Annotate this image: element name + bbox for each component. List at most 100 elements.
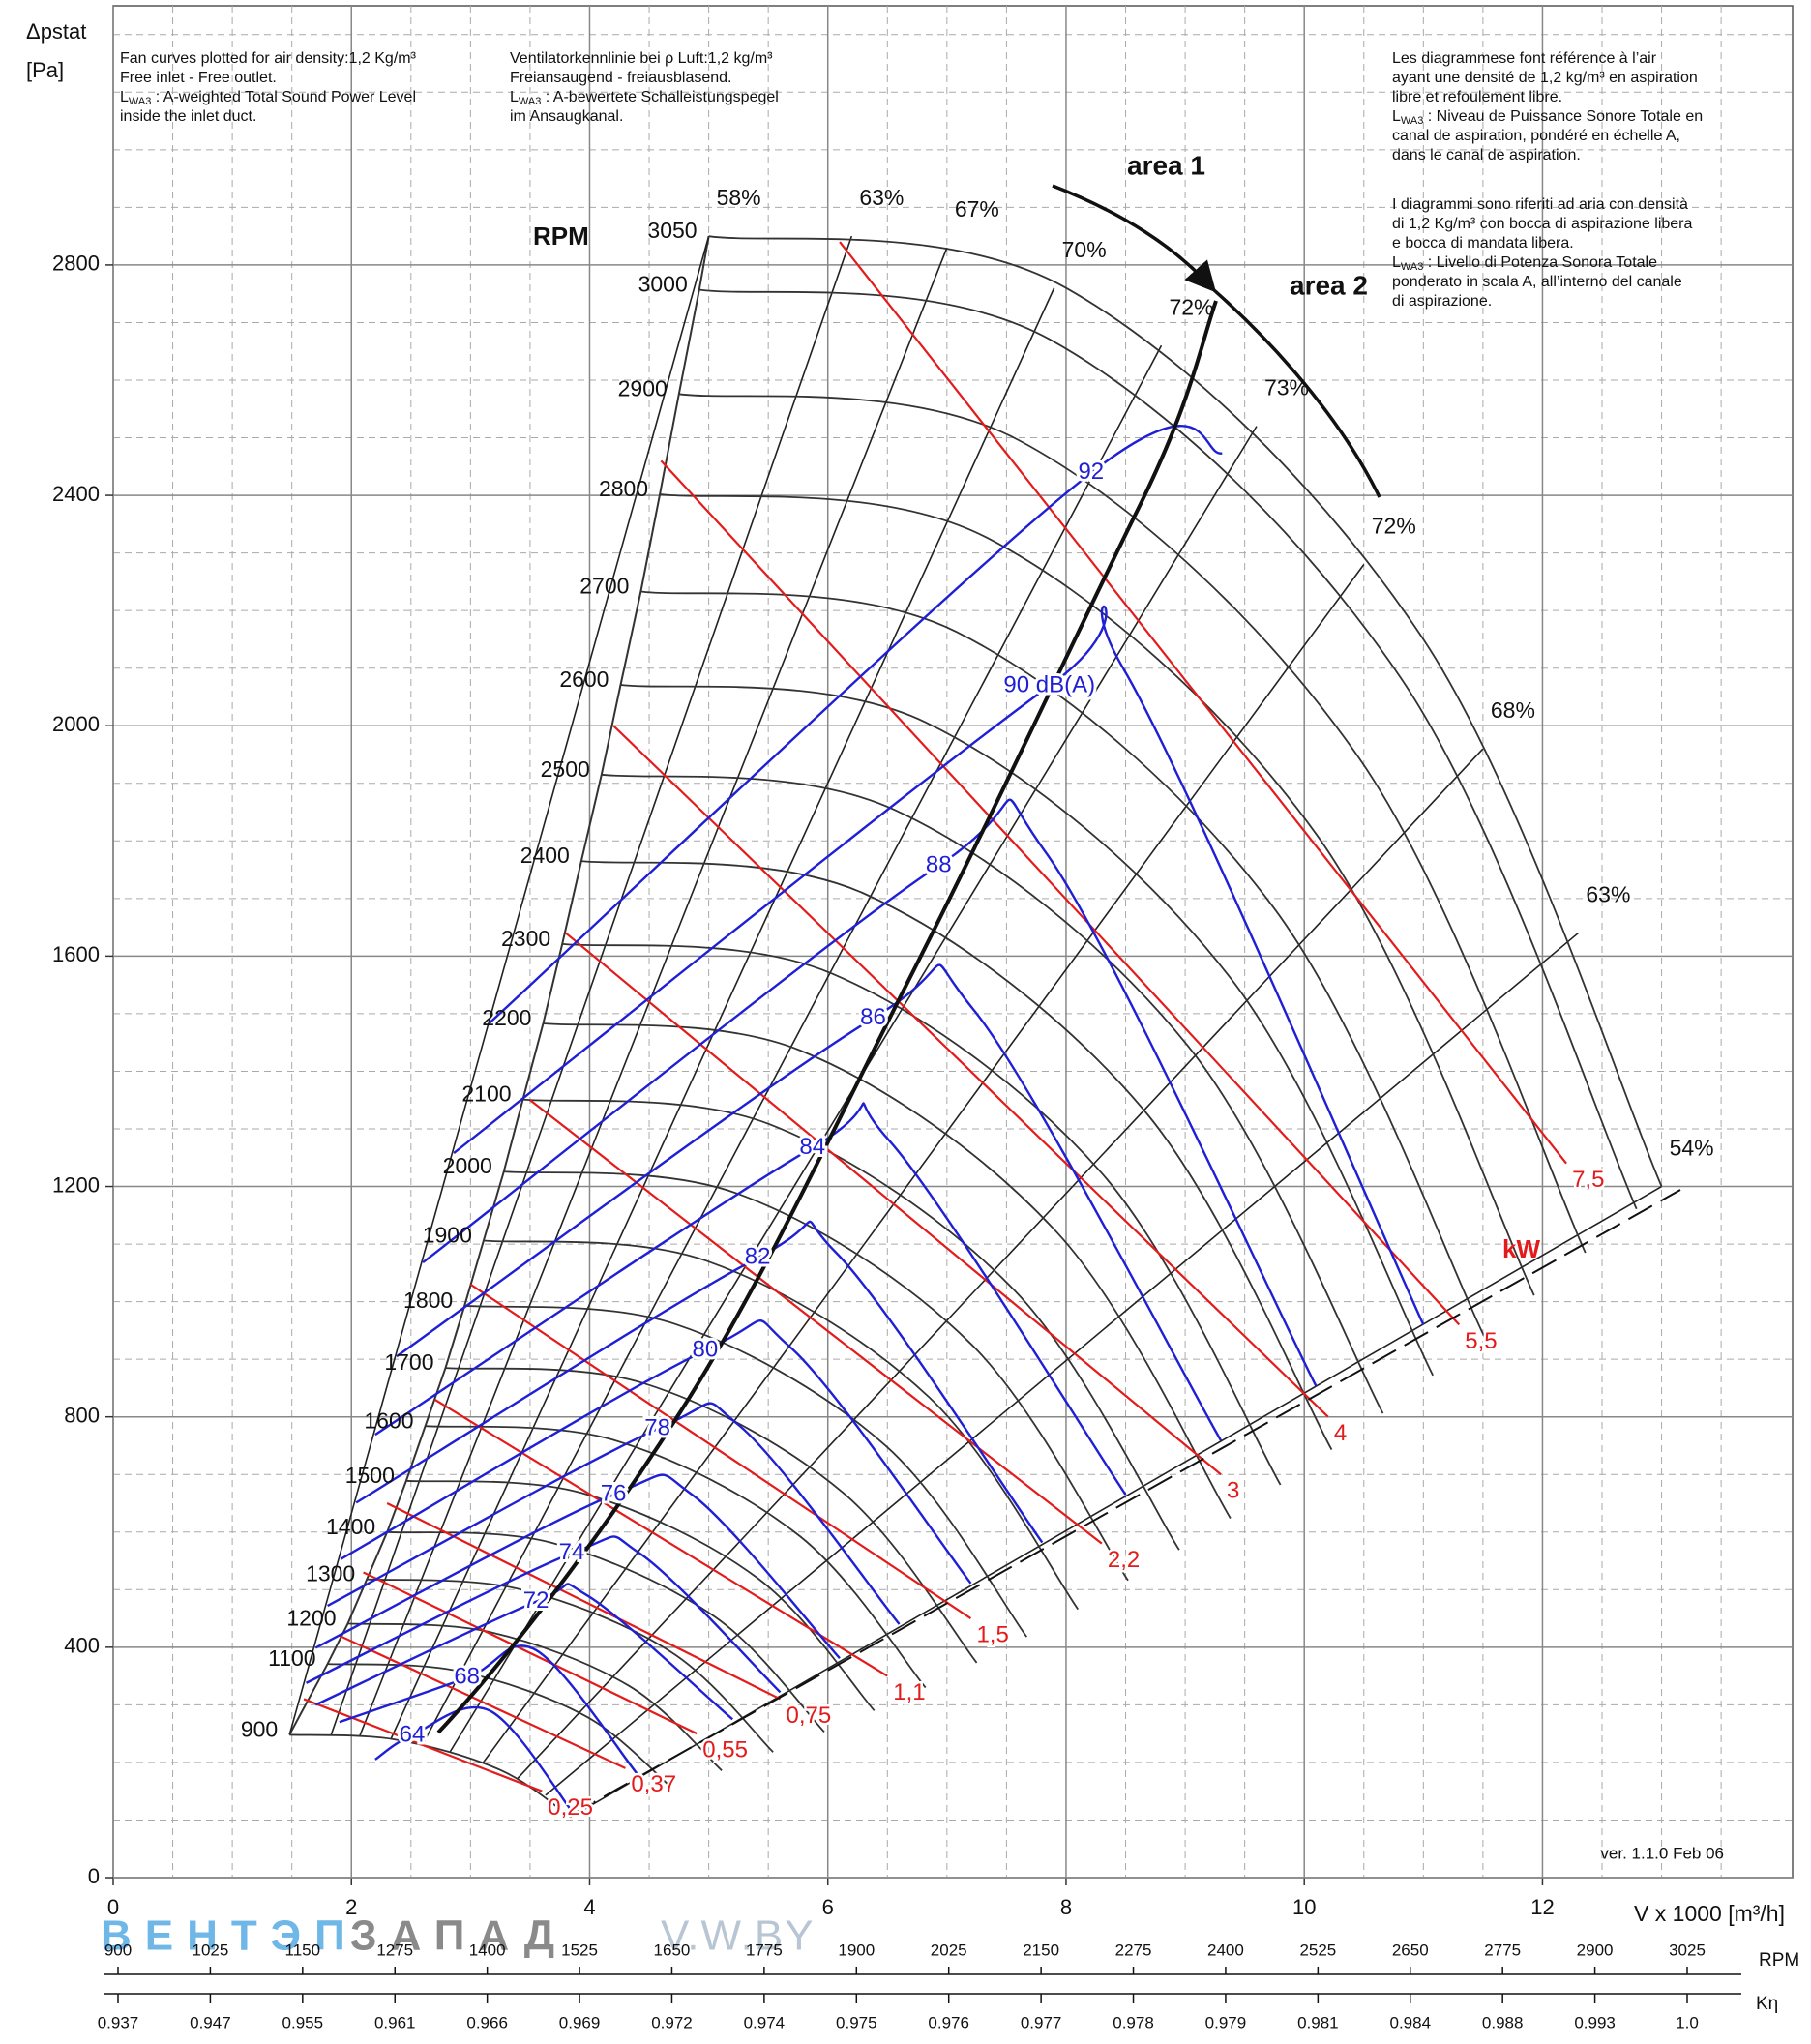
rpm-curve [405, 1479, 876, 1711]
rpm-curve-label: 2700 [579, 574, 629, 599]
k-scale-label: 0.961 [374, 2013, 416, 2031]
note-text: : Niveau de Puissance Sonore Totale en [1423, 108, 1703, 125]
power-line [565, 932, 1222, 1476]
note-symbol: L [1392, 108, 1401, 125]
sound-label: 90 dB(A) [1003, 671, 1095, 697]
rpm-curve-label: 900 [241, 1716, 278, 1741]
power-line [469, 1283, 972, 1619]
k-scale-label: 0.984 [1389, 2013, 1431, 2031]
rpm-scale-label: 2525 [1299, 1940, 1336, 1959]
note-symbol: L [510, 89, 519, 105]
rpm-curve-label: 2600 [559, 667, 609, 692]
note-line: di aspirazione. [1392, 293, 1492, 310]
note-line: ayant une densité de 1,2 kg/m³ en aspira… [1392, 70, 1698, 86]
rpm-curve [543, 1022, 1232, 1519]
note-subscript: WA3 [1401, 261, 1423, 273]
y-tick-label: 2800 [52, 252, 100, 276]
rpm-curve-label: 2100 [461, 1081, 511, 1107]
power-line [660, 459, 1461, 1326]
x-tick-label: 4 [583, 1895, 595, 1919]
note-line: di 1,2 Kg/m³ con bocca di aspirazione li… [1392, 216, 1692, 232]
k-scale-label: 0.981 [1297, 2013, 1339, 2031]
power-label: 5,5 [1465, 1328, 1497, 1354]
note-line: LWA3 : A-bewertete Schalleistungspegel [510, 89, 779, 107]
power-label: 7,5 [1572, 1167, 1604, 1193]
sound-curve [422, 798, 1318, 1387]
sound-curve [374, 1705, 576, 1816]
rpm-scale-label: 2650 [1392, 1940, 1429, 1959]
rpm-curve-label: 1400 [326, 1514, 375, 1539]
rpm-curve [289, 1733, 572, 1819]
rpm-curve [580, 860, 1333, 1451]
rpm-scale-label: 1400 [469, 1940, 506, 1959]
scales: 900 1025 1150 1275 1400 1525 1650 1775 1900 2025 2… [98, 1940, 1800, 2031]
note-symbol: L [1392, 254, 1401, 271]
rpm-curve-label: 1500 [345, 1463, 395, 1488]
rpm-scale-label: 1275 [376, 1940, 413, 1959]
rpm-curve [425, 1425, 927, 1689]
rpm-scale-label: 1900 [838, 1940, 875, 1959]
sound-label: 82 [745, 1244, 771, 1270]
k-scale-label: 0.972 [651, 2013, 693, 2031]
efficiency-label: 68% [1491, 697, 1535, 723]
sound-curve [453, 605, 1425, 1325]
rpm-curve-label: 2800 [599, 476, 648, 501]
version: ver. 1.1.0 Feb 06 [1600, 1844, 1724, 1862]
sound-label: 92 [1078, 459, 1104, 485]
efficiency-label: 63% [1586, 882, 1630, 907]
rpm-curve-label: 1300 [306, 1561, 355, 1586]
note-line: I diagrammi sono riferiti ad aria con de… [1392, 196, 1688, 213]
power-line [339, 1634, 626, 1769]
y-axis-label: Δpstat [26, 19, 86, 44]
note-line: canal de aspiration, pondéré en échelle … [1392, 128, 1680, 144]
rpm-curve-label: 1600 [364, 1407, 413, 1433]
sound-curve [489, 425, 1223, 1024]
rpm-scale-label: 1775 [746, 1940, 783, 1959]
rpm-curve-label: 3050 [647, 218, 697, 243]
note-text: : A-weighted Total Sound Power Level [151, 89, 416, 105]
note-line: im Ansaugkanal. [510, 108, 623, 125]
efficiency-label: 73% [1264, 375, 1309, 400]
rpm-curve [601, 773, 1384, 1414]
sound-label: 64 [400, 1721, 426, 1747]
rpm-scale-label: 1025 [192, 1940, 228, 1959]
k-scale-label: 0.975 [836, 2013, 877, 2031]
rpm-scale-title: RPM [1759, 1950, 1799, 1970]
power-line [303, 1698, 543, 1792]
k-scale-title: Kη [1756, 1994, 1778, 2014]
efficiency-line [516, 748, 1484, 1780]
rpm-curve [367, 1578, 774, 1753]
k-scale-label: 0.977 [1021, 2013, 1062, 2031]
k-scale-label: 0.966 [466, 2013, 508, 2031]
efficiency-label: 63% [859, 185, 904, 210]
outlet-boundary [571, 1189, 1681, 1816]
sound-label: 74 [559, 1539, 585, 1565]
rpm-scale-label: 1150 [285, 1940, 321, 1959]
note-line: LWA3 : Livello di Potenza Sonora Totale [1392, 254, 1657, 273]
k-scale-label: 0.947 [190, 2013, 231, 2031]
note-subscript: WA3 [129, 96, 151, 107]
rpm-curve-label: 2000 [443, 1153, 492, 1178]
rpm-scale-label: 1650 [654, 1940, 691, 1959]
y-tick-label: 800 [64, 1404, 100, 1428]
power-unit-label: kW [1502, 1234, 1540, 1263]
sound-label: 80 [693, 1337, 719, 1363]
note-line: libre et refoulement libre. [1392, 89, 1562, 105]
efficiency-label: 58% [717, 185, 761, 210]
power-line [612, 725, 1329, 1418]
rpm-curve [620, 684, 1435, 1377]
watermark: ВЕНТЭП [101, 1912, 359, 1960]
sound-label: 86 [860, 1004, 886, 1030]
rpm-curve-label: 1200 [286, 1606, 336, 1631]
rpm-curve-label: 3000 [638, 272, 688, 297]
sound-label: 68 [454, 1664, 480, 1690]
efficiency-line [422, 344, 1163, 1745]
rpm-scale-label: 2275 [1115, 1940, 1152, 1959]
rpm-scale-label: 2025 [931, 1940, 967, 1959]
note-line: ponderato in scala A, all’interno del ca… [1392, 274, 1682, 290]
efficiency-line [359, 247, 948, 1736]
power-line [529, 1099, 1103, 1545]
rpm-curve [659, 493, 1535, 1296]
